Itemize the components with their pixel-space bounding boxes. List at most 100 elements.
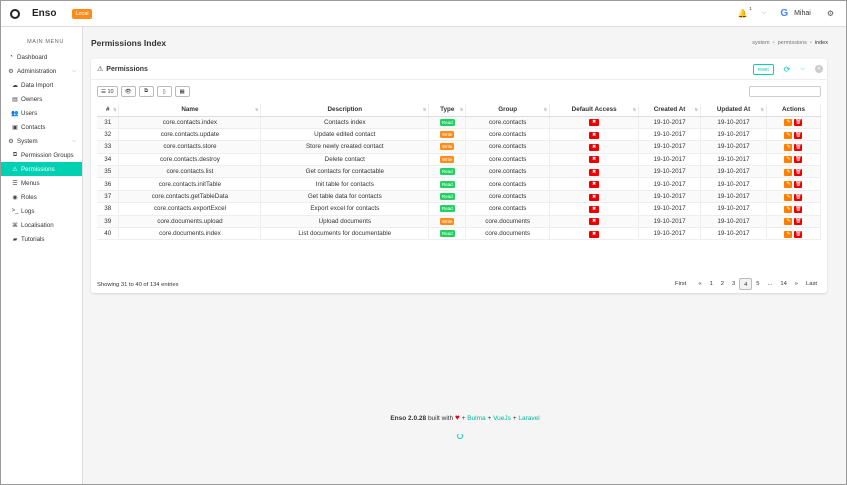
vuejs-link[interactable]: VueJs [493, 415, 511, 422]
pagination-item[interactable]: « [698, 281, 702, 287]
laravel-link[interactable]: Laravel [518, 415, 540, 422]
trash-icon[interactable]: 🗑 [794, 119, 803, 127]
edit-icon[interactable]: ✎ [784, 131, 793, 139]
cell-default-access: ✖ [549, 153, 640, 167]
sidebar-item-label: System [17, 137, 38, 145]
sidebar-item-permissions[interactable]: ⚠ Permissions [1, 162, 82, 176]
sidebar-item-administration[interactable]: ⚙ Administration ⌵ [1, 64, 82, 78]
permissions-table: # ⇅ Name ⇅ Description ⇅ Type ⇅ Group ⇅ Defau… [97, 104, 822, 241]
edit-icon[interactable]: ✎ [784, 143, 793, 151]
brand-name[interactable]: Enso [32, 8, 57, 19]
export-excel-button[interactable]: ▦ [174, 86, 190, 97]
cell-created-at: 19-10-2017 [638, 227, 702, 241]
sidebar-item-data-import[interactable]: ☁ Data Import [1, 78, 82, 92]
cell-type: Write [428, 153, 467, 167]
sidebar-item-dashboard[interactable]: ◔ Dashboard [1, 50, 82, 64]
cell-group: core.contacts [465, 190, 551, 204]
notifications-button[interactable]: 🔔 1 [738, 6, 752, 18]
search-input[interactable] [749, 86, 821, 97]
cell-created-at: 19-10-2017 [638, 202, 702, 216]
reset-button[interactable]: reset [752, 63, 774, 75]
edit-icon[interactable]: ✎ [784, 119, 793, 127]
trash-icon[interactable]: 🗑 [794, 193, 803, 201]
edit-icon[interactable]: ✎ [784, 205, 793, 213]
sidebar-item-menus[interactable]: ☰ Menus [1, 176, 82, 190]
card-tools: reset ⟳ ⌵ ✕ [752, 63, 823, 75]
trash-icon[interactable]: 🗑 [794, 205, 803, 213]
page-title: Permissions Index [91, 38, 167, 48]
user-name[interactable]: Mihai [794, 10, 811, 17]
edit-icon[interactable]: ✎ [784, 168, 793, 176]
trash-icon[interactable]: 🗑 [794, 131, 803, 139]
google-avatar-icon[interactable]: G [780, 8, 789, 19]
settings-gear-icon[interactable]: ⚙ [826, 9, 834, 18]
sidebar-item-tutorials[interactable]: ▰ Tutorials [1, 232, 82, 246]
cell-description: Init table for contacts [260, 177, 430, 191]
pagination-item[interactable]: 14 [780, 281, 787, 287]
cell-default-access: ✖ [549, 165, 640, 179]
pagination-item[interactable]: 5 [756, 281, 760, 287]
trash-icon[interactable]: 🗑 [794, 168, 803, 176]
cell-default-access: ✖ [549, 215, 640, 229]
sidebar-item-contacts[interactable]: ▣ Contacts [1, 120, 82, 134]
column-header-group[interactable]: Group ⇅ [465, 104, 551, 117]
sidebar-item-label: Dashboard [17, 53, 48, 61]
column-header-type[interactable]: Type ⇅ [428, 104, 467, 117]
column-header-default-access[interactable]: Default Access ⇅ [549, 104, 640, 117]
chevron-down-icon[interactable]: ⌵ [761, 10, 767, 16]
trash-icon[interactable]: 🗑 [794, 218, 803, 226]
sidebar-item-roles[interactable]: ◉ Roles [1, 190, 82, 204]
edit-icon[interactable]: ✎ [784, 193, 793, 201]
permissions-card: ⚠ Permissions reset ⟳ ⌵ ✕ ☰ 10 👁 ⧉ ▯ ▦ [91, 59, 827, 293]
sidebar-item-owners[interactable]: ▤ Owners [1, 92, 82, 106]
sidebar-item-users[interactable]: 👥 Users [1, 106, 82, 120]
edit-icon[interactable]: ✎ [784, 218, 793, 226]
column-header-id[interactable]: # ⇅ [97, 104, 120, 117]
breadcrumb-permissions[interactable]: permissions [777, 40, 807, 46]
bulma-link[interactable]: Bulma [467, 415, 486, 422]
trash-icon[interactable]: 🗑 [794, 143, 803, 151]
breadcrumb-separator: • [809, 40, 812, 46]
cell-name: core.contacts.destroy [118, 153, 262, 167]
table-row: 33 core.contacts.store Store newly created… [97, 140, 822, 154]
export-button[interactable]: ▯ [156, 86, 172, 97]
sidebar-item-localisation[interactable]: ⌘ Localisation [1, 218, 82, 232]
breadcrumb-system[interactable]: system [752, 40, 770, 46]
exclamation-triangle-icon: ⚠ [97, 66, 104, 73]
cell-type: Read [428, 116, 467, 129]
trash-icon[interactable]: 🗑 [794, 181, 803, 189]
column-header-created-at[interactable]: Created At ⇅ [638, 104, 702, 117]
pagination-item[interactable]: First [675, 281, 687, 287]
table-icon: ▦ [179, 88, 185, 95]
column-header-updated-at[interactable]: Updated At ⇅ [700, 104, 767, 117]
pagination-item[interactable]: 3 [732, 281, 736, 287]
pagination-item[interactable]: 4 [739, 278, 753, 290]
edit-icon[interactable]: ✎ [784, 181, 793, 189]
pagination-item[interactable]: » [794, 281, 799, 287]
trash-icon[interactable]: 🗑 [794, 156, 803, 164]
column-header-description[interactable]: Description ⇅ [260, 104, 430, 117]
edit-icon[interactable]: ✎ [784, 230, 793, 238]
sidebar-item-permission-groups[interactable]: ⧉ Permission Groups [1, 148, 82, 162]
cell-id: 32 [97, 128, 120, 142]
pagination-item[interactable]: 1 [709, 281, 713, 287]
pagination-item[interactable]: 2 [720, 281, 725, 287]
enso-logo-icon[interactable] [10, 8, 20, 19]
sidebar-item-system[interactable]: ⚙ System ⌵ [1, 134, 82, 148]
cell-created-at: 19-10-2017 [638, 165, 702, 179]
cell-updated-at: 19-10-2017 [700, 190, 767, 204]
close-icon[interactable]: ✕ [815, 65, 823, 73]
sidebar-item-logs[interactable]: >_ Logs [1, 204, 82, 218]
cell-description: Get table data for contacts [260, 190, 430, 204]
edit-icon[interactable]: ✎ [784, 156, 793, 164]
column-header-name[interactable]: Name ⇅ [118, 104, 262, 117]
cell-updated-at: 19-10-2017 [700, 177, 767, 191]
refresh-icon[interactable]: ⟳ [783, 64, 791, 74]
cell-created-at: 19-10-2017 [638, 128, 702, 142]
collapse-chevron-icon[interactable]: ⌵ [800, 65, 805, 72]
pagination-item[interactable]: Last [806, 281, 817, 287]
copy-button[interactable]: ⧉ [138, 86, 154, 97]
page-length-select[interactable]: ☰ 10 [97, 86, 118, 97]
column-visibility-button[interactable]: 👁 [120, 86, 136, 97]
trash-icon[interactable]: 🗑 [794, 230, 803, 238]
